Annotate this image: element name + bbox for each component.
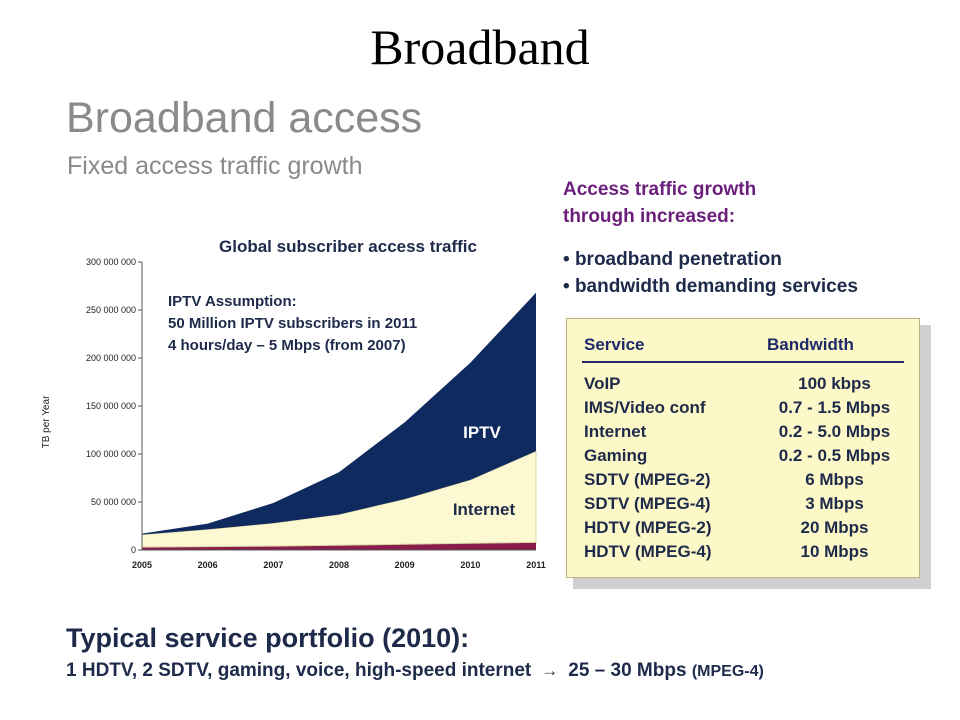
header-divider bbox=[582, 361, 904, 363]
service-cell: Internet bbox=[584, 422, 647, 441]
bandwidth-cell: 10 Mbps bbox=[800, 542, 869, 561]
portfolio-bandwidth: 25 – 30 Mbps bbox=[568, 660, 687, 681]
service-cell: IMS/Video conf bbox=[584, 398, 706, 417]
service-cell: HDTV (MPEG-4) bbox=[584, 542, 712, 561]
service-cell: HDTV (MPEG-2) bbox=[584, 518, 712, 537]
y-tick-label: 200 000 000 bbox=[86, 353, 136, 363]
bandwidth-cell: 0.7 - 1.5 Mbps bbox=[778, 398, 891, 417]
x-tick-label: 2008 bbox=[329, 560, 349, 570]
table-row: HDTV (MPEG-4) 10 Mbps bbox=[567, 542, 919, 566]
service-cell: Gaming bbox=[584, 446, 648, 465]
x-tick-label: 2010 bbox=[460, 560, 480, 570]
x-tick-label: 2005 bbox=[132, 560, 152, 570]
area-iptv bbox=[142, 292, 536, 535]
table-row: VoIP 100 kbps bbox=[567, 374, 919, 398]
header-bandwidth: Bandwidth bbox=[767, 335, 854, 354]
slide-title: Broadband bbox=[370, 19, 590, 75]
y-tick-label: 300 000 000 bbox=[86, 257, 136, 267]
service-cell: VoIP bbox=[584, 374, 621, 393]
intro-line-1: Access traffic growth bbox=[563, 179, 757, 200]
table-row: SDTV (MPEG-2) 6 Mbps bbox=[567, 470, 919, 494]
x-tick-label: 2006 bbox=[198, 560, 218, 570]
right-arrow-icon: → bbox=[541, 661, 559, 680]
x-tick-label: 2011 bbox=[526, 560, 546, 570]
portfolio-codec: (MPEG-4) bbox=[691, 663, 764, 680]
bullet-item: bandwidth demanding services bbox=[563, 273, 858, 300]
y-tick-label: 0 bbox=[131, 545, 136, 555]
page-subheading: Fixed access traffic growth bbox=[67, 152, 363, 180]
intro-line-2: through increased: bbox=[563, 206, 736, 227]
table-row: Gaming 0.2 - 0.5 Mbps bbox=[567, 446, 919, 470]
header-service: Service bbox=[584, 335, 645, 354]
growth-bullets: broadband penetration bandwidth demandin… bbox=[563, 246, 858, 300]
traffic-growth-intro: Access traffic growth through increased: bbox=[563, 176, 943, 230]
x-tick-label: 2007 bbox=[263, 560, 283, 570]
y-tick-label: 150 000 000 bbox=[86, 401, 136, 411]
table-row: SDTV (MPEG-4) 3 Mbps bbox=[567, 494, 919, 518]
y-tick-label: 250 000 000 bbox=[86, 305, 136, 315]
chart-title: Global subscriber access traffic bbox=[219, 240, 477, 256]
y-tick-label: 50 000 000 bbox=[91, 497, 136, 507]
table-row: HDTV (MPEG-2) 20 Mbps bbox=[567, 518, 919, 542]
table-row: Internet 0.2 - 5.0 Mbps bbox=[567, 422, 919, 446]
annotation-line-1: IPTV Assumption: bbox=[168, 293, 297, 310]
bandwidth-cell: 3 Mbps bbox=[805, 494, 864, 513]
service-bandwidth-table: Service Bandwidth VoIP 100 kbps IMS/Video… bbox=[566, 318, 920, 578]
portfolio-title: Typical service portfolio (2010): bbox=[66, 623, 470, 653]
table-row: IMS/Video conf 0.7 - 1.5 Mbps bbox=[567, 398, 919, 422]
y-tick-label: 100 000 000 bbox=[86, 449, 136, 459]
traffic-chart: Global subscriber access traffic TB per … bbox=[41, 240, 546, 570]
bandwidth-cell: 6 Mbps bbox=[805, 470, 864, 489]
service-cell: SDTV (MPEG-2) bbox=[584, 470, 711, 489]
page-heading: Broadband access bbox=[66, 94, 423, 142]
y-axis-label: TB per Year bbox=[41, 395, 52, 448]
series-label-internet: Internet bbox=[453, 500, 516, 519]
bandwidth-cell: 0.2 - 5.0 Mbps bbox=[778, 422, 891, 441]
annotation-line-2: 50 Million IPTV subscribers in 2011 bbox=[168, 315, 417, 332]
annotation-line-3: 4 hours/day – 5 Mbps (from 2007) bbox=[168, 337, 406, 354]
bandwidth-cell: 100 kbps bbox=[798, 374, 871, 393]
portfolio-summary: 1 HDTV, 2 SDTV, gaming, voice, high-spee… bbox=[66, 660, 764, 682]
x-tick-label: 2009 bbox=[395, 560, 415, 570]
portfolio-services: 1 HDTV, 2 SDTV, gaming, voice, high-spee… bbox=[66, 660, 532, 681]
bandwidth-cell: 0.2 - 0.5 Mbps bbox=[778, 446, 891, 465]
bandwidth-cell: 20 Mbps bbox=[800, 518, 869, 537]
service-cell: SDTV (MPEG-4) bbox=[584, 494, 711, 513]
bullet-item: broadband penetration bbox=[563, 246, 858, 273]
series-label-iptv: IPTV bbox=[463, 423, 501, 442]
